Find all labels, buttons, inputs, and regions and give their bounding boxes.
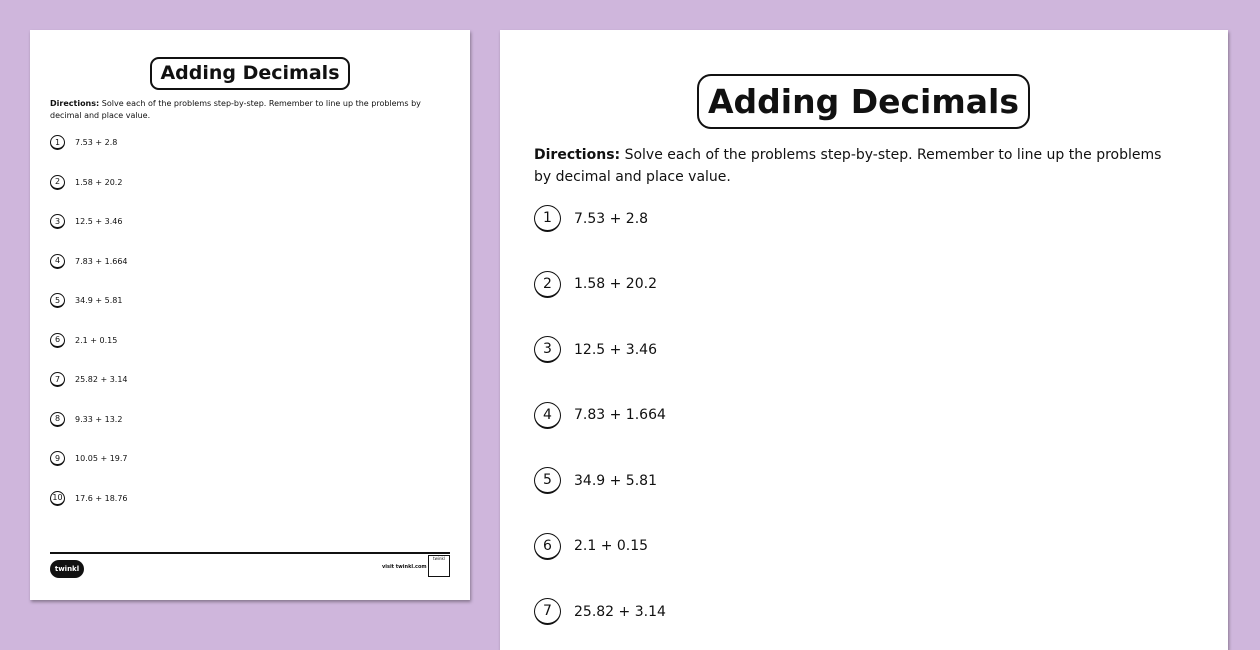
problem-number: 4 — [50, 253, 65, 269]
directions-label: Directions: — [50, 99, 100, 108]
problem-item: 3 12.5 + 3.46 — [50, 214, 122, 229]
worksheet-preview: Adding Decimals Directions: Solve each o… — [500, 30, 1228, 650]
problem-expression: 12.5 + 3.46 — [75, 217, 123, 226]
footer-divider — [50, 552, 450, 554]
problem-expression: 34.9 + 5.81 — [75, 296, 123, 305]
problem-expression: 7.53 + 2.8 — [574, 210, 649, 227]
problem-expression: 25.82 + 3.14 — [574, 603, 666, 620]
problem-number: 1 — [50, 135, 65, 150]
directions: Directions: Solve each of the problems s… — [50, 98, 440, 122]
twinkl-logo: twinkl — [50, 560, 84, 578]
directions: Directions: Solve each of the problems s… — [534, 144, 1174, 188]
problem-expression: 9.33 + 13.2 — [75, 414, 123, 424]
problem-item: 1 7.53 + 2.8 — [534, 205, 648, 232]
problem-item: 10 17.6 + 18.76 — [50, 490, 128, 506]
directions-label: Directions: — [534, 147, 621, 163]
problem-expression: 25.82 + 3.14 — [75, 375, 128, 384]
problem-item: 4 7.83 + 1.664 — [50, 253, 128, 269]
problem-item: 2 1.58 + 20.2 — [50, 174, 123, 190]
problem-number: 6 — [534, 532, 561, 560]
directions-text: Solve each of the problems step-by-step.… — [50, 99, 421, 120]
problem-expression: 17.6 + 18.76 — [75, 493, 128, 503]
worksheet-title: Adding Decimals — [697, 74, 1030, 129]
problem-number: 7 — [534, 598, 561, 625]
problem-number: 6 — [50, 332, 65, 348]
problem-expression: 7.53 + 2.8 — [75, 138, 118, 147]
problem-item: 6 2.1 + 0.15 — [50, 332, 118, 348]
problem-item: 7 25.82 + 3.14 — [534, 598, 666, 625]
problem-item: 1 7.53 + 2.8 — [50, 135, 117, 150]
problem-number: 4 — [534, 401, 561, 429]
directions-text: Solve each of the problems step-by-step.… — [534, 147, 1162, 185]
problem-expression: 1.58 + 20.2 — [75, 177, 123, 187]
problem-expression: 1.58 + 20.2 — [574, 276, 657, 292]
problem-expression: 2.1 + 0.15 — [574, 538, 649, 554]
problem-item: 2 1.58 + 20.2 — [534, 270, 657, 298]
problem-expression: 2.1 + 0.15 — [75, 335, 118, 345]
problem-item: 5 34.9 + 5.81 — [534, 467, 657, 494]
problem-expression: 7.83 + 1.664 — [75, 256, 128, 266]
problem-number: 5 — [534, 467, 561, 494]
problem-number: 3 — [50, 214, 65, 229]
problem-number: 2 — [534, 270, 561, 298]
visit-link: visit twinkl.com — [382, 564, 427, 570]
problem-number: 7 — [50, 372, 65, 387]
problem-expression: 12.5 + 3.46 — [574, 341, 657, 358]
problem-item: 3 12.5 + 3.46 — [534, 336, 657, 363]
quality-badge: twinkl — [428, 555, 450, 577]
problem-number: 9 — [50, 451, 65, 466]
problem-number: 10 — [50, 490, 65, 506]
problem-number: 2 — [50, 174, 65, 190]
problem-item: 4 7.83 + 1.664 — [534, 401, 666, 429]
problem-expression: 7.83 + 1.664 — [574, 407, 666, 423]
problem-number: 5 — [50, 293, 65, 308]
problem-number: 3 — [534, 336, 561, 363]
problem-item: 5 34.9 + 5.81 — [50, 293, 122, 308]
problem-number: 1 — [534, 205, 561, 232]
problem-item: 6 2.1 + 0.15 — [534, 532, 649, 560]
worksheet-thumbnail[interactable]: Adding Decimals Directions: Solve each o… — [30, 30, 470, 600]
worksheet-title: Adding Decimals — [150, 57, 350, 90]
problem-item: 7 25.82 + 3.14 — [50, 372, 128, 387]
problem-number: 8 — [50, 411, 65, 427]
problem-item: 9 10.05 + 19.7 — [50, 451, 128, 466]
problem-expression: 34.9 + 5.81 — [574, 472, 657, 489]
problem-expression: 10.05 + 19.7 — [75, 454, 128, 463]
problem-item: 8 9.33 + 13.2 — [50, 411, 123, 427]
